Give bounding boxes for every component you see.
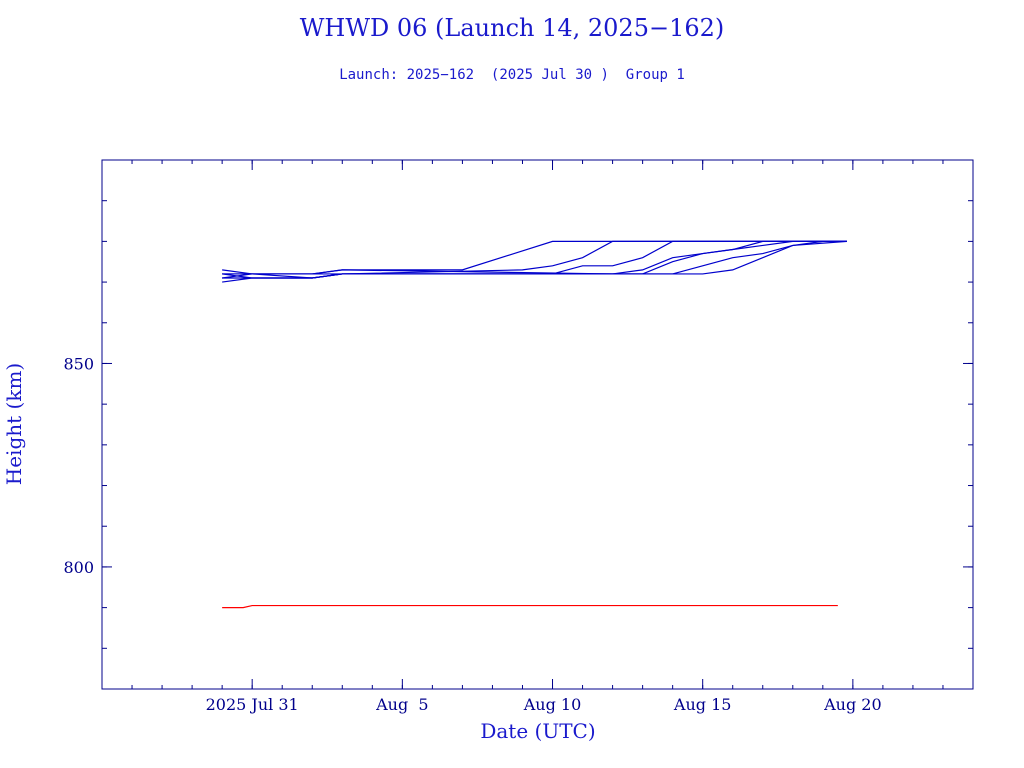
x-tick-label: Aug 10 <box>523 695 582 714</box>
series-group <box>222 240 847 609</box>
chart-subtitle: Launch: 2025−162 (2025 Jul 30 ) Group 1 <box>339 67 685 83</box>
x-tick-label: Aug 20 <box>823 695 882 714</box>
x-tick-label: 2025 Jul 31 <box>206 695 299 714</box>
y-tick-label: 850 <box>63 354 94 373</box>
series-line-red <box>222 604 838 609</box>
series-line-6 <box>222 240 847 279</box>
minor-ticks <box>101 159 974 690</box>
series-line-7 <box>222 240 847 279</box>
y-axis-label: Height (km) <box>2 363 26 485</box>
major-ticks <box>102 160 973 689</box>
x-tick-label: Aug 5 <box>375 695 428 714</box>
chart-title: WHWD 06 (Launch 14, 2025−162) <box>299 14 725 42</box>
y-tick-label: 800 <box>63 558 94 577</box>
x-axis-label: Date (UTC) <box>480 719 595 743</box>
x-tick-label: Aug 15 <box>673 695 732 714</box>
plot-frame <box>101 159 974 690</box>
series-line-5 <box>222 240 847 283</box>
tick-labels: 2025 Jul 31 Aug 5 Aug 10 Aug 15 Aug 20 800 850 <box>63 354 881 714</box>
